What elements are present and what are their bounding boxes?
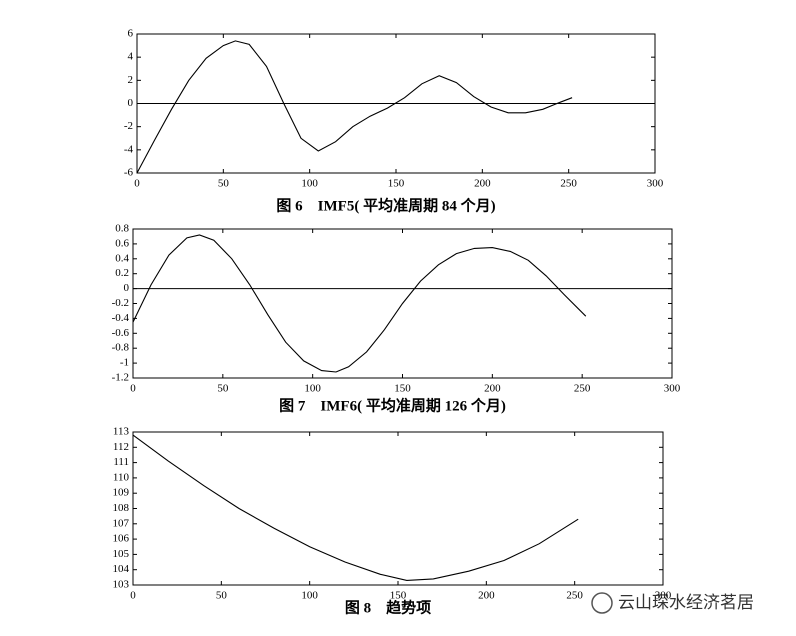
y-tick-label: 0: [128, 97, 134, 109]
x-tick-label: 300: [647, 178, 664, 190]
chart: -6 -4 -2 0 2 4 6 0 50 100 150 200 250 300 图 6 IMF5( 平均…: [124, 28, 664, 215]
data-line: [132, 434, 579, 581]
y-tick-label: 107: [113, 517, 130, 529]
y-tick-label: 0.6: [115, 237, 129, 249]
x-tick-label: 250: [560, 178, 577, 190]
y-tick-label: 0.2: [115, 267, 129, 279]
y-tick-label: -0.2: [112, 297, 129, 309]
data-line: [132, 234, 587, 373]
y-tick-label: 0.8: [115, 223, 129, 235]
data-line: [136, 40, 573, 174]
x-tick-label: 0: [130, 383, 136, 395]
chart: 103 104 105 106 107 108 109 110 111 112 113 0 50 100 1…: [113, 426, 672, 617]
y-tick-label: -4: [124, 143, 134, 155]
y-tick-label: -2: [124, 120, 133, 132]
x-tick-label: 150: [388, 178, 405, 190]
x-tick-label: 150: [390, 590, 407, 602]
x-tick-label: 50: [218, 178, 230, 190]
x-tick-label: 150: [394, 383, 411, 395]
x-tick-label: 200: [474, 178, 491, 190]
chart-title: 图 6 IMF5( 平均准周期 84 个月): [276, 196, 495, 214]
x-tick-label: 100: [301, 178, 318, 190]
x-tick-label: 200: [478, 590, 495, 602]
plot-frame: [132, 431, 664, 586]
y-tick-label: 113: [113, 426, 130, 438]
x-tick-label: 0: [130, 590, 136, 602]
x-tick-label: 250: [566, 590, 583, 602]
y-tick-label: -6: [124, 167, 134, 179]
watermark: 云山琛水经济茗居: [591, 592, 754, 614]
x-tick-label: 50: [216, 590, 228, 602]
y-tick-label: 109: [113, 487, 130, 499]
y-tick-label: 104: [113, 563, 130, 575]
y-tick-label: 103: [113, 579, 130, 591]
y-tick-label: 108: [113, 502, 130, 514]
y-tick-label: 0.4: [115, 252, 129, 264]
watermark-icon: [591, 592, 613, 614]
y-tick-label: -0.6: [112, 327, 130, 339]
y-tick-label: 0: [124, 282, 130, 294]
y-tick-label: 111: [113, 456, 129, 468]
y-tick-label: 6: [128, 28, 134, 40]
y-tick-label: -0.8: [112, 342, 130, 354]
watermark-text: 云山琛水经济茗居: [618, 593, 754, 613]
y-tick-label: -1: [120, 357, 129, 369]
y-tick-label: 4: [128, 51, 134, 63]
x-tick-label: 200: [484, 383, 501, 395]
y-tick-label: -1.2: [112, 372, 129, 384]
chart-title: 图 7 IMF6( 平均准周期 126 个月): [279, 396, 506, 414]
x-tick-label: 100: [304, 383, 321, 395]
y-tick-label: 2: [128, 74, 134, 86]
x-tick-label: 50: [217, 383, 229, 395]
x-tick-label: 0: [134, 178, 140, 190]
x-tick-label: 250: [574, 383, 591, 395]
x-tick-label: 300: [655, 590, 672, 602]
y-tick-label: 110: [113, 471, 130, 483]
y-tick-label: -0.4: [112, 312, 130, 324]
chart-title: 图 8 趋势项: [345, 598, 431, 616]
y-tick-label: 105: [113, 548, 130, 560]
chart: -1.2 -1 -0.8 -0.6 -0.4 -0.2 0 0.2 0.4 0.6 0.8 0 50 10…: [112, 223, 681, 415]
x-tick-label: 100: [301, 590, 318, 602]
y-tick-label: 112: [113, 441, 129, 453]
y-tick-label: 106: [113, 533, 130, 545]
x-tick-label: 300: [664, 383, 681, 395]
